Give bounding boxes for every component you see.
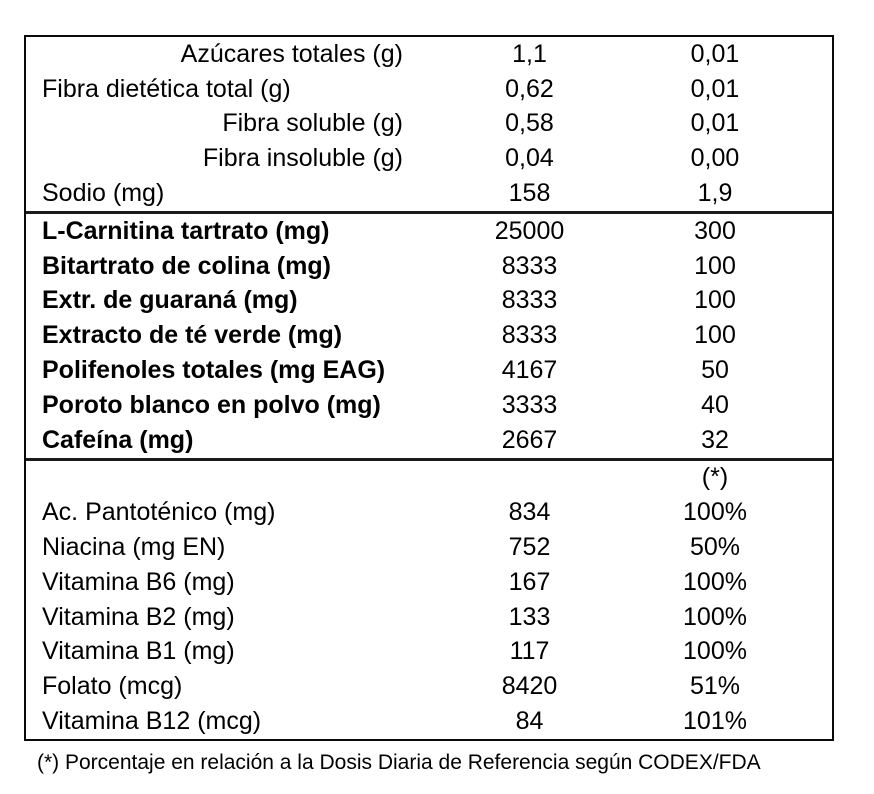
row-label: Extracto de té verde (mg): [42, 321, 343, 350]
row-value: 2667: [501, 425, 558, 454]
row-percent: 0,00: [690, 144, 740, 173]
table-row: Fibra insoluble (g) 0,04 0,00: [26, 141, 832, 176]
nutrition-table: Azúcares totales (g) 1,1 0,01 Fibra dietéti…: [24, 35, 834, 741]
row-value: 834: [508, 498, 551, 527]
row-percent: 0,01: [690, 39, 740, 68]
table-row: Vitamina B12 (mcg) 84 101%: [26, 704, 832, 739]
row-label: Poroto blanco en polvo (mg): [42, 390, 381, 419]
row-value: 158: [508, 179, 551, 208]
row-percent: 0,01: [690, 74, 740, 103]
row-percent: 100%: [683, 637, 747, 666]
row-value: 8420: [501, 672, 558, 701]
row-label: Niacina (mg EN): [42, 533, 226, 562]
row-percent: 100: [694, 286, 736, 315]
table-row: Extracto de té verde (mg) 8333 100: [26, 318, 832, 353]
row-label: Azúcares totales (g): [180, 39, 403, 68]
row-label: Fibra soluble (g): [222, 109, 403, 138]
row-percent: 1,9: [697, 179, 733, 208]
row-value: 117: [509, 637, 550, 666]
row-value: 8333: [501, 251, 558, 280]
footnote-text: (*) Porcentaje en relación a la Dosis Di…: [37, 750, 761, 774]
row-value: 1,1: [512, 39, 547, 68]
row-label: Vitamina B2 (mg): [42, 602, 235, 631]
table-row: Bitartrato de colina (mg) 8333 100: [26, 249, 832, 284]
row-label: Cafeína (mg): [42, 425, 194, 454]
table-row: Extr. de guaraná (mg) 8333 100: [26, 284, 832, 319]
row-percent: 0,01: [690, 109, 740, 138]
row-value: 167: [508, 567, 551, 596]
row-value: 133: [508, 602, 551, 631]
table-row: Niacina (mg EN) 752 50%: [26, 530, 832, 565]
row-label: Bitartrato de colina (mg): [42, 251, 331, 280]
table-row: Fibra soluble (g) 0,58 0,01: [26, 107, 832, 142]
row-value: 752: [508, 533, 551, 562]
table-row: Poroto blanco en polvo (mg) 3333 40: [26, 388, 832, 423]
table-row: Vitamina B6 (mg) 167 100%: [26, 565, 832, 600]
row-value: 0,62: [505, 74, 554, 103]
table-section-vitamins: (*) Ac. Pantoténico (mg) 834 100% Niacina (m…: [26, 457, 832, 739]
row-percent: 100%: [683, 498, 747, 527]
row-value: 3333: [501, 390, 558, 419]
table-row: (*): [26, 461, 832, 496]
row-percent: 32: [701, 425, 729, 454]
table-row: Vitamina B1 (mg) 117 100%: [26, 635, 832, 670]
table-section-active-ingredients: L-Carnitina tartrato (mg) 25000 300 Bitartr…: [26, 210, 832, 458]
row-percent: 100: [694, 321, 736, 350]
row-percent: 100%: [683, 567, 747, 596]
table-row: Ac. Pantoténico (mg) 834 100%: [26, 495, 832, 530]
row-percent: 40: [701, 390, 729, 419]
row-percent: 50: [701, 356, 729, 385]
row-label: Vitamina B12 (mcg): [42, 707, 262, 736]
row-percent: 51%: [689, 672, 741, 701]
table-row: Azúcares totales (g) 1,1 0,01: [26, 37, 832, 72]
table-row: Cafeína (mg) 2667 32: [26, 423, 832, 458]
row-label: Fibra dietética total (g): [42, 74, 291, 103]
row-label: Extr. de guaraná (mg): [42, 286, 298, 315]
table-row: Polifenoles totales (mg EAG) 4167 50: [26, 353, 832, 388]
row-percent: 100%: [683, 602, 747, 631]
row-label: Sodio (mg): [42, 179, 165, 208]
row-value: 4167: [501, 356, 558, 385]
row-value: 8333: [501, 321, 558, 350]
row-value: 25000: [494, 216, 565, 245]
table-row: Vitamina B2 (mg) 133 100%: [26, 600, 832, 635]
row-label: Vitamina B6 (mg): [42, 567, 235, 596]
table-row: Folato (mcg) 8420 51%: [26, 669, 832, 704]
table-row: Sodio (mg) 158 1,9: [26, 176, 832, 211]
table-row: L-Carnitina tartrato (mg) 25000 300: [26, 214, 832, 249]
row-percent: (*): [701, 463, 729, 492]
row-value: 8333: [501, 286, 558, 315]
row-percent: 100: [694, 251, 736, 280]
row-label: L-Carnitina tartrato (mg): [42, 216, 330, 245]
row-percent: 50%: [689, 533, 741, 562]
row-value: 0,04: [505, 144, 554, 173]
row-value: 0,58: [505, 109, 554, 138]
row-percent: 101%: [683, 707, 747, 736]
row-value: 84: [515, 707, 544, 736]
row-label: Polifenoles totales (mg EAG): [42, 356, 386, 385]
table-row: Fibra dietética total (g) 0,62 0,01: [26, 72, 832, 107]
table-section-basic-nutrients: Azúcares totales (g) 1,1 0,01 Fibra dietéti…: [26, 37, 832, 211]
row-label: Folato (mcg): [42, 672, 183, 701]
row-label: Fibra insoluble (g): [202, 144, 403, 173]
row-label: Vitamina B1 (mg): [42, 637, 235, 666]
row-label: Ac. Pantoténico (mg): [42, 498, 276, 527]
row-percent: 300: [694, 216, 736, 245]
